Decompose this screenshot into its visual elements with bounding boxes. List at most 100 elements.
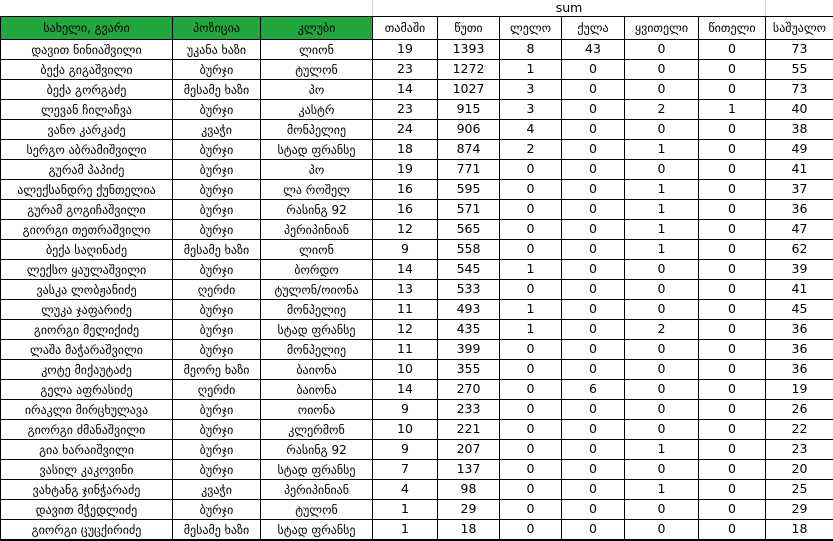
cell-minutes[interactable]: 771 <box>437 159 500 180</box>
cell-average[interactable]: 29 <box>765 499 833 520</box>
header-tries[interactable]: ლელო <box>499 16 562 40</box>
cell-minutes[interactable]: 270 <box>437 379 500 400</box>
cell-club[interactable]: ტულონ <box>260 59 373 80</box>
header-average[interactable]: საშუალო <box>765 16 833 40</box>
cell-club[interactable]: სტად ფრანსე <box>260 139 373 160</box>
cell-position[interactable]: ბურჯი <box>172 299 261 320</box>
cell-average[interactable]: 38 <box>765 119 833 140</box>
cell-average[interactable]: 26 <box>765 399 833 420</box>
cell-tries[interactable]: 0 <box>499 159 562 180</box>
cell-tries[interactable]: 8 <box>499 39 562 60</box>
cell-red-cards[interactable]: 0 <box>698 399 766 420</box>
cell-club[interactable]: ტულონ <box>260 499 373 520</box>
cell-minutes[interactable]: 571 <box>437 199 500 220</box>
cell-points[interactable]: 0 <box>561 299 625 320</box>
cell-position[interactable]: ღერძი <box>172 379 261 400</box>
cell-name[interactable]: გიორგი ცუცქირიძე <box>0 519 173 541</box>
cell-minutes[interactable]: 1393 <box>437 39 500 60</box>
cell-position[interactable]: უკანა ხაზი <box>172 39 261 60</box>
cell-points[interactable]: 43 <box>561 39 625 60</box>
cell-tries[interactable]: 4 <box>499 119 562 140</box>
cell-tries[interactable]: 1 <box>499 319 562 340</box>
cell-red-cards[interactable]: 0 <box>698 239 766 260</box>
cell-average[interactable]: 36 <box>765 359 833 380</box>
cell-average[interactable]: 40 <box>765 99 833 120</box>
cell-position[interactable]: ბურჯი <box>172 339 261 360</box>
cell-yellow-cards[interactable]: 0 <box>624 359 699 380</box>
cell-red-cards[interactable]: 0 <box>698 499 766 520</box>
cell-average[interactable]: 25 <box>765 479 833 500</box>
cell-games[interactable]: 4 <box>372 479 438 500</box>
cell-club[interactable]: ლიონ <box>260 239 373 260</box>
cell-tries[interactable]: 0 <box>499 399 562 420</box>
cell-yellow-cards[interactable]: 1 <box>624 139 699 160</box>
cell-position[interactable]: კვაჭი <box>172 119 261 140</box>
cell-minutes[interactable]: 137 <box>437 459 500 480</box>
cell-yellow-cards[interactable]: 0 <box>624 259 699 280</box>
cell-position[interactable]: მეორე ხაზი <box>172 359 261 380</box>
cell-average[interactable]: 73 <box>765 79 833 100</box>
cell-position[interactable]: ბურჯი <box>172 179 261 200</box>
cell-club[interactable]: რასინგ 92 <box>260 199 373 220</box>
cell-tries[interactable]: 3 <box>499 79 562 100</box>
cell-points[interactable]: 0 <box>561 399 625 420</box>
cell-tries[interactable]: 0 <box>499 379 562 400</box>
cell-tries[interactable]: 0 <box>499 459 562 480</box>
cell-yellow-cards[interactable]: 0 <box>624 59 699 80</box>
cell-club[interactable]: პო <box>260 79 373 100</box>
cell-tries[interactable]: 0 <box>499 179 562 200</box>
cell-position[interactable]: ბურჯი <box>172 199 261 220</box>
cell-points[interactable]: 0 <box>561 119 625 140</box>
cell-points[interactable]: 0 <box>561 519 625 541</box>
cell-club[interactable]: ტულონ/ოიონა <box>260 279 373 300</box>
cell-red-cards[interactable]: 0 <box>698 59 766 80</box>
cell-games[interactable]: 7 <box>372 459 438 480</box>
cell-yellow-cards[interactable]: 0 <box>624 79 699 100</box>
cell-games[interactable]: 12 <box>372 219 438 240</box>
cell-position[interactable]: ბურჯი <box>172 219 261 240</box>
cell-minutes[interactable]: 355 <box>437 359 500 380</box>
cell-average[interactable]: 45 <box>765 299 833 320</box>
cell-yellow-cards[interactable]: 1 <box>624 439 699 460</box>
cell-red-cards[interactable]: 0 <box>698 139 766 160</box>
cell-club[interactable]: პერიპინიან <box>260 479 373 500</box>
cell-club[interactable]: პერიპინიან <box>260 219 373 240</box>
cell-name[interactable]: ლაშა მაჭარაშვილი <box>0 339 173 360</box>
cell-club[interactable]: კლერმონ <box>260 419 373 440</box>
cell-red-cards[interactable]: 0 <box>698 439 766 460</box>
cell-points[interactable]: 0 <box>561 339 625 360</box>
cell-points[interactable]: 0 <box>561 479 625 500</box>
cell-tries[interactable]: 1 <box>499 299 562 320</box>
cell-yellow-cards[interactable]: 0 <box>624 419 699 440</box>
cell-minutes[interactable]: 915 <box>437 99 500 120</box>
cell-games[interactable]: 23 <box>372 59 438 80</box>
cell-average[interactable]: 22 <box>765 419 833 440</box>
cell-points[interactable]: 0 <box>561 279 625 300</box>
cell-games[interactable]: 1 <box>372 499 438 520</box>
cell-minutes[interactable]: 1272 <box>437 59 500 80</box>
cell-tries[interactable]: 0 <box>499 419 562 440</box>
cell-name[interactable]: გიორგი მელიქიძე <box>0 319 173 340</box>
cell-games[interactable]: 19 <box>372 159 438 180</box>
cell-name[interactable]: დავით ნინიაშვილი <box>0 39 173 60</box>
cell-tries[interactable]: 0 <box>499 279 562 300</box>
cell-yellow-cards[interactable]: 0 <box>624 279 699 300</box>
cell-minutes[interactable]: 233 <box>437 399 500 420</box>
cell-yellow-cards[interactable]: 0 <box>624 159 699 180</box>
cell-average[interactable]: 39 <box>765 259 833 280</box>
cell-red-cards[interactable]: 0 <box>698 199 766 220</box>
cell-name[interactable]: ბექა გიგაშვილი <box>0 59 173 80</box>
cell-minutes[interactable]: 435 <box>437 319 500 340</box>
cell-tries[interactable]: 2 <box>499 139 562 160</box>
cell-name[interactable]: ვასკა ლობჟანიძე <box>0 279 173 300</box>
cell-games[interactable]: 9 <box>372 439 438 460</box>
cell-games[interactable]: 10 <box>372 359 438 380</box>
cell-points[interactable]: 0 <box>561 359 625 380</box>
cell-name[interactable]: გურამ პაპიძე <box>0 159 173 180</box>
cell-games[interactable]: 9 <box>372 239 438 260</box>
cell-red-cards[interactable]: 0 <box>698 419 766 440</box>
cell-points[interactable]: 0 <box>561 179 625 200</box>
cell-points[interactable]: 0 <box>561 439 625 460</box>
cell-average[interactable]: 41 <box>765 279 833 300</box>
cell-minutes[interactable]: 1027 <box>437 79 500 100</box>
